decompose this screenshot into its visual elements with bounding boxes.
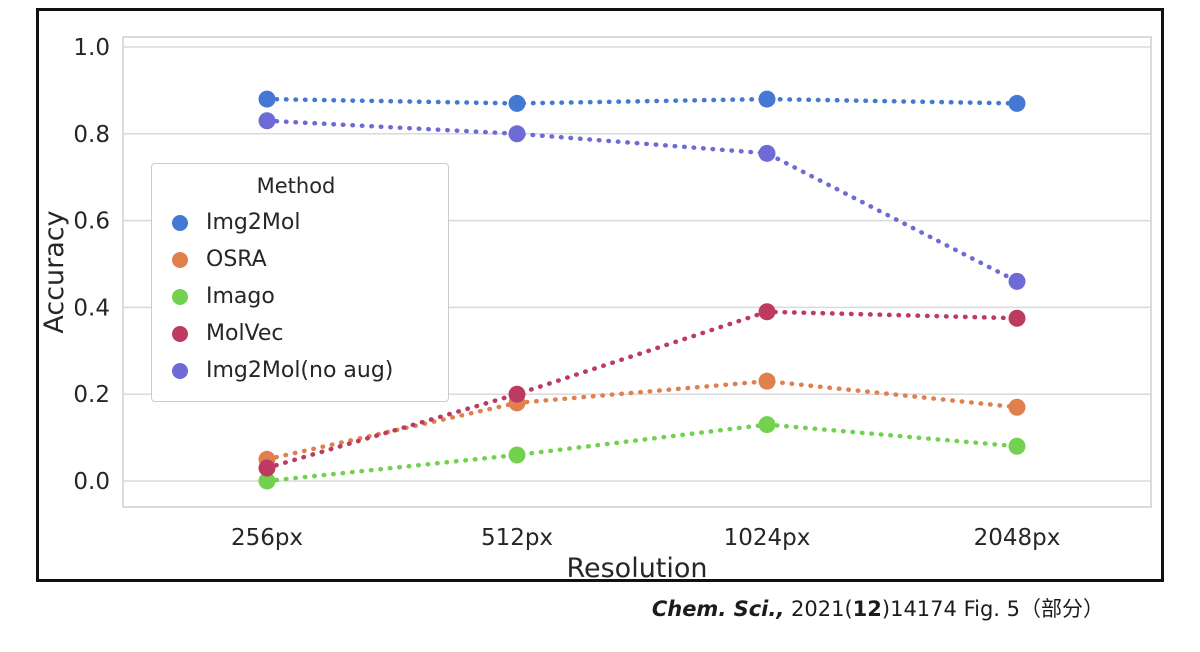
series-line-Img2Mol(no aug) [264,118,1020,284]
caption-suffix: )14174 Fig. 5（部分） [881,597,1104,621]
legend-label: MolVec [206,321,284,346]
legend-items: Img2Mol OSRA Imago MolVec Img2Mol(no aug) [170,204,422,389]
y-axis-label: Accuracy [39,210,70,333]
legend-item-molvec: MolVec [170,315,422,352]
data-point-Img2Mol(no aug) [258,112,276,130]
data-point-Imago [1008,437,1026,455]
y-tick-label: 1.0 [73,35,110,61]
legend-marker-icon [172,362,188,379]
x-tick-label: 256px [231,525,303,551]
data-point-MolVec [258,459,276,477]
legend-item-imago: Imago [170,278,422,315]
legend-label: Img2Mol [206,210,301,235]
legend-label: Imago [206,284,275,309]
data-point-MolVec [1008,309,1026,327]
data-point-MolVec [758,303,776,321]
data-point-Imago [508,446,526,464]
series-line-OSRA [264,378,1020,462]
legend-marker-icon [172,288,188,305]
data-point-Img2Mol(no aug) [1008,272,1026,290]
data-point-Img2Mol [508,94,526,112]
data-point-Img2Mol [758,90,776,108]
data-point-OSRA [758,372,776,390]
caption-volume: 12 [852,597,882,621]
caption-journal: Chem. Sci., [651,597,785,621]
chart-legend: Method Img2Mol OSRA Imago MolVec Img2Mol(no … [151,163,449,402]
legend-marker-icon [172,325,188,342]
x-tick-label: 2048px [974,525,1061,551]
legend-label: OSRA [206,247,267,272]
x-tick-label: 512px [481,525,553,551]
legend-item-img2mol: Img2Mol [170,204,422,241]
series-line-Imago [264,422,1020,484]
data-point-Imago [258,472,276,490]
data-point-Img2Mol [258,90,276,108]
caption-mid: 2021( [784,597,853,621]
data-point-Imago [758,416,776,434]
legend-marker-icon [172,251,188,268]
y-tick-label: 0.8 [73,122,110,148]
y-tick-label: 0.6 [73,209,110,235]
x-tick-label: 1024px [724,525,811,551]
data-point-Img2Mol [1008,94,1026,112]
figure-frame: 0.0 0.2 0.4 0.6 0.8 1.0 256px 512px 1024px 2048px… [36,8,1164,582]
data-point-Img2Mol(no aug) [758,144,776,162]
figure-caption: Chem. Sci., 2021(12)14174 Fig. 5（部分） [652,593,1104,623]
data-point-MolVec [508,385,526,403]
legend-title: Method [256,174,336,198]
legend-label: Img2Mol(no aug) [206,358,394,383]
legend-item-osra: OSRA [170,241,422,278]
y-tick-label: 0.2 [73,382,110,408]
data-point-OSRA [1008,398,1026,416]
y-tick-label: 0.4 [73,295,110,321]
series-line-Img2Mol [264,96,1020,106]
y-tick-label: 0.0 [73,469,110,495]
legend-marker-icon [172,214,188,231]
legend-item-img2mol-no-aug-: Img2Mol(no aug) [170,352,422,389]
x-axis-label: Resolution [566,553,707,579]
data-point-Img2Mol(no aug) [508,125,526,143]
